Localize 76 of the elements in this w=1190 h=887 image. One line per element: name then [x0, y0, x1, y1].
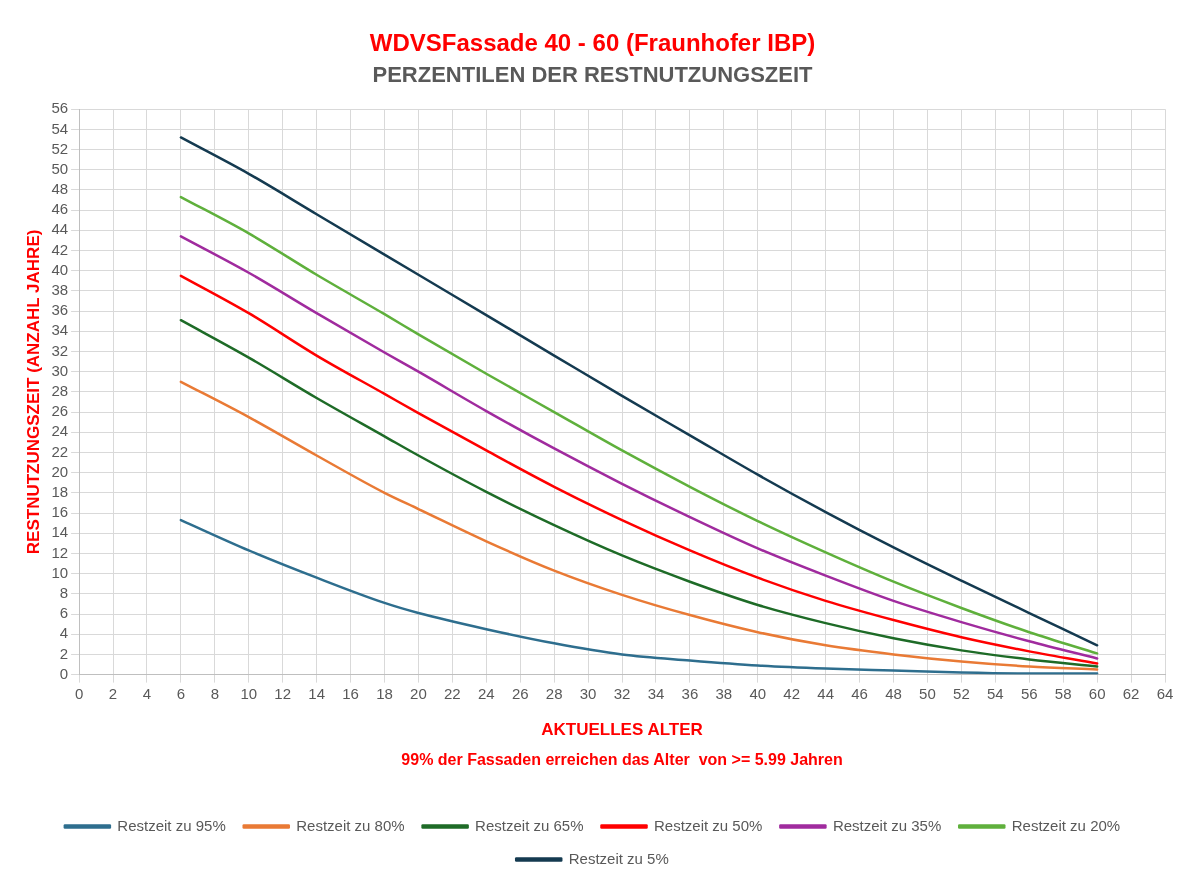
- y-tick-label: 36: [51, 301, 69, 319]
- x-tick-label: 20: [410, 684, 427, 702]
- legend-label: Restzeit zu 50%: [654, 816, 763, 834]
- line-series: [179, 380, 1099, 671]
- y-tick-label: 6: [59, 604, 69, 622]
- y-tick-label: 12: [51, 543, 69, 561]
- y-tick-label: 14: [51, 523, 69, 541]
- y-tick-label: 18: [51, 483, 69, 500]
- y-tick-label: 56: [51, 99, 69, 117]
- y-tick-label: 34: [51, 321, 69, 339]
- y-tick-label: 50: [51, 159, 69, 177]
- y-tick-label: 8: [59, 583, 69, 601]
- legend-label: Restzeit zu 5%: [568, 849, 669, 867]
- y-tick-label: 42: [51, 240, 69, 258]
- x-tick-label: 42: [783, 684, 801, 702]
- x-tick-label: 12: [274, 684, 292, 702]
- x-tick-label: 0: [74, 684, 84, 702]
- legend-label: Restzeit zu 80%: [296, 816, 405, 834]
- x-tick-label: 28: [545, 684, 563, 702]
- y-tick-label: 22: [51, 442, 69, 460]
- line-series: [179, 518, 1099, 675]
- y-tick-label: 2: [59, 644, 69, 662]
- x-tick-label: 56: [1020, 684, 1038, 702]
- y-tick-label: 20: [51, 462, 69, 480]
- x-tick-label: 14: [308, 684, 325, 702]
- x-tick-label: 6: [176, 684, 186, 702]
- x-tick-label: 18: [376, 684, 393, 702]
- x-tick-label: 62: [1122, 684, 1140, 702]
- x-tick-label: 36: [681, 684, 699, 702]
- x-tick-label: 10: [240, 684, 258, 702]
- y-tick-label: 54: [51, 119, 69, 137]
- y-tick-label: 28: [51, 382, 69, 400]
- text: 99% der Fassaden erreichen das Alter von >= 5.99 Jahren: [401, 751, 843, 769]
- y-tick-label: 40: [51, 260, 69, 278]
- x-tick-label: 22: [444, 684, 461, 702]
- chart-title: WDVSFassade 40 - 60 (Fraunhofer IBP): [369, 29, 816, 57]
- x-tick-label: 4: [142, 684, 152, 702]
- y-axis-title: RESTNUTZUNGSZEIT (ANZAHL JAHRE): [23, 229, 43, 555]
- x-tick-label: 44: [817, 684, 834, 702]
- x-tick-label: 64: [1156, 684, 1174, 702]
- y-tick-label: 38: [51, 281, 69, 299]
- x-tick-label: 50: [919, 684, 936, 702]
- y-tick-label: 16: [51, 503, 69, 521]
- y-tick-label: 4: [59, 624, 69, 642]
- legend-label: Restzeit zu 65%: [475, 816, 584, 834]
- legend-label: Restzeit zu 95%: [117, 816, 226, 834]
- y-tick-label: 48: [51, 180, 69, 198]
- y-tick-label: 0: [59, 664, 69, 682]
- x-tick-label: 52: [953, 684, 970, 702]
- x-tick-label: 58: [1054, 684, 1072, 702]
- legend-label: Restzeit zu 20%: [1011, 816, 1121, 834]
- x-axis-title: AKTUELLES ALTER: [541, 720, 703, 740]
- y-tick-label: 24: [51, 422, 69, 440]
- y-tick-label: 44: [51, 220, 69, 238]
- x-tick-label: 46: [851, 684, 868, 702]
- x-tick-label: 26: [511, 684, 529, 702]
- x-tick-label: 60: [1088, 684, 1106, 702]
- chart-subtitle: PERZENTILEN DER RESTNUTZUNGSZEIT: [372, 62, 814, 88]
- y-tick-label: 52: [51, 139, 69, 157]
- y-tick-label: 10: [51, 563, 69, 581]
- y-tick-label: 46: [51, 200, 69, 218]
- x-tick-label: 32: [613, 684, 631, 702]
- x-tick-label: 40: [749, 684, 767, 702]
- x-tick-label: 16: [342, 684, 359, 702]
- x-tick-label: 34: [647, 684, 665, 702]
- x-tick-label: 2: [108, 684, 118, 702]
- x-tick-label: 54: [986, 684, 1004, 702]
- x-tick-label: 30: [579, 684, 597, 702]
- x-tick-label: 48: [885, 684, 902, 702]
- y-tick-label: 32: [51, 341, 69, 359]
- y-tick-label: 26: [51, 402, 69, 420]
- x-tick-label: 24: [477, 684, 495, 702]
- y-tick-label: 30: [51, 361, 69, 379]
- legend-label: Restzeit zu 35%: [832, 816, 942, 834]
- x-tick-label: 8: [210, 684, 219, 702]
- x-tick-label: 38: [715, 684, 733, 702]
